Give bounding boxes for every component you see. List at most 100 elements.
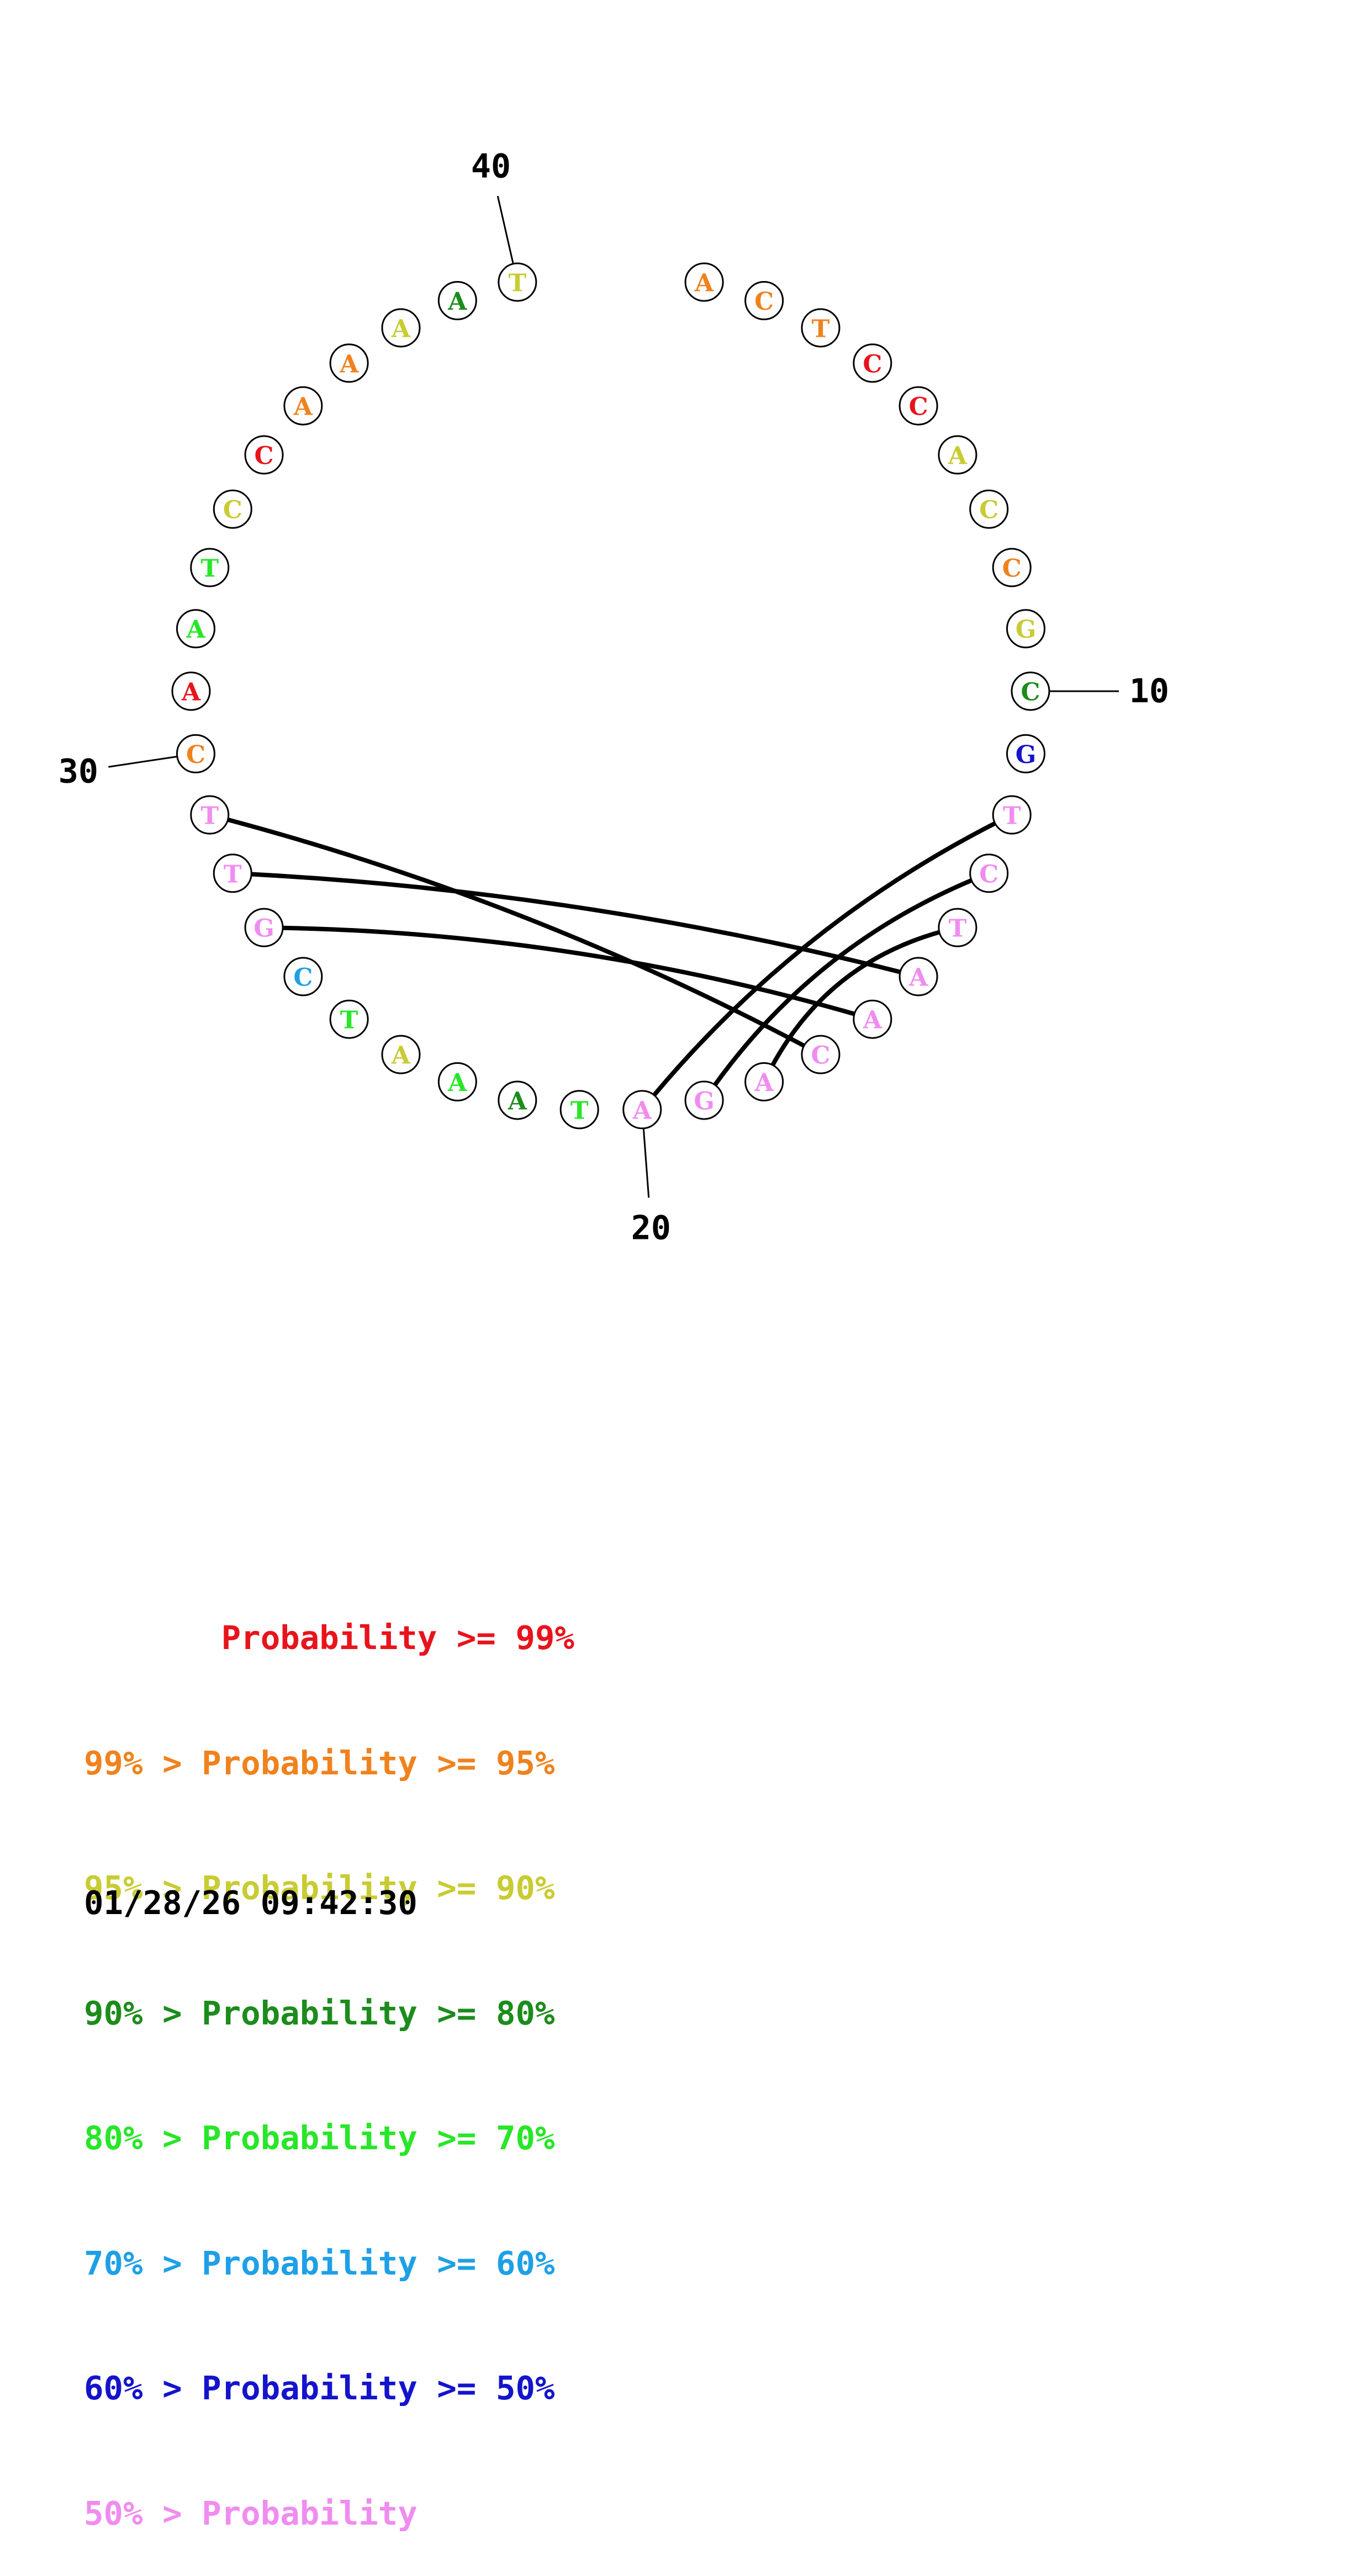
legend-line-p60: 70% > Probability >= 60% (84, 2244, 555, 2282)
base-letter-25: T (340, 1006, 358, 1035)
base-circle-12 (992, 795, 1032, 835)
base-node-20: A (622, 1090, 662, 1130)
base-letter-32: A (186, 616, 205, 644)
base-node-13: C (969, 854, 1009, 893)
legend-line-plow: 50% > Probability (84, 2494, 417, 2532)
base-circle-35 (244, 435, 284, 475)
base-circle-30 (176, 734, 215, 773)
base-node-38: A (381, 308, 421, 348)
base-node-15: A (898, 957, 938, 997)
base-circle-13 (969, 854, 1009, 893)
base-node-28: T (213, 854, 252, 893)
base-circle-7 (969, 489, 1009, 529)
base-circle-24 (381, 1035, 421, 1074)
base-node-26: C (283, 957, 323, 997)
base-circle-18 (744, 1062, 784, 1101)
pair-arc-14-18 (762, 925, 958, 1083)
base-node-17: C (801, 1035, 841, 1074)
base-node-24: A (381, 1035, 421, 1074)
base-node-40: T (498, 262, 537, 302)
base-circle-31 (171, 671, 211, 711)
legend-line-p70: 80% > Probability >= 70% (84, 2119, 555, 2157)
pair-arc-15-28 (232, 871, 919, 979)
base-circle-14 (938, 908, 977, 947)
base-letter-24: A (391, 1042, 411, 1070)
base-node-23: A (437, 1062, 477, 1101)
base-letter-29: T (200, 802, 219, 830)
base-node-39: A (437, 281, 477, 321)
timestamp: 01/28/26 09:42:30 (84, 1884, 417, 1922)
base-circle-4 (853, 343, 892, 383)
base-letter-18: A (754, 1069, 774, 1097)
base-node-33: T (190, 548, 230, 587)
tick-label-30: 30 (59, 752, 98, 791)
base-node-18: A (744, 1062, 784, 1101)
base-circle-28 (213, 854, 252, 893)
base-letter-23: A (447, 1069, 467, 1097)
base-node-5: C (898, 386, 938, 426)
base-letter-12: T (1003, 802, 1021, 830)
base-circle-8 (992, 548, 1032, 587)
base-circle-1 (684, 262, 724, 302)
base-circle-25 (329, 999, 369, 1039)
base-circle-15 (898, 957, 938, 997)
position-ticks: 10 20 30 40 (59, 147, 1169, 1247)
base-letter-20: A (632, 1096, 652, 1125)
legend-line-p80: 90% > Probability >= 80% (84, 1994, 555, 2032)
base-letter-34: C (223, 496, 242, 524)
base-node-3: T (801, 308, 841, 348)
base-circle-27 (244, 908, 284, 947)
base-letter-26: C (293, 963, 313, 992)
base-node-37: A (329, 343, 369, 383)
probability-legend: Probability >= 99% 99% > Probability >= … (84, 1534, 574, 2576)
base-node-14: T (938, 908, 977, 947)
base-circle-23 (437, 1062, 477, 1101)
base-node-31: A (171, 671, 211, 711)
base-circle-10 (1011, 671, 1050, 711)
base-node-32: A (176, 609, 215, 649)
tick-line-40 (496, 195, 514, 264)
base-circle-40 (498, 262, 537, 302)
base-node-1: A (684, 262, 724, 302)
base-circle-11 (1006, 734, 1046, 773)
base-circle-26 (283, 957, 323, 997)
base-circle-16 (853, 999, 892, 1039)
base-letter-35: C (255, 442, 274, 470)
pair-arc-16-27 (264, 925, 873, 1022)
base-node-27: G (244, 908, 284, 947)
legend-line-p50: 60% > Probability >= 50% (84, 2369, 555, 2407)
base-circle-17 (801, 1035, 841, 1074)
base-letter-30: C (186, 741, 205, 769)
base-letter-39: A (447, 288, 467, 316)
base-node-9: G (1006, 609, 1046, 649)
base-circle-20 (622, 1090, 662, 1130)
base-letter-9: G (1016, 616, 1037, 644)
base-letter-37: A (339, 350, 359, 378)
base-letter-1: A (694, 269, 714, 298)
tick-label-10: 10 (1129, 672, 1169, 711)
base-letter-38: A (391, 315, 411, 343)
base-node-29: T (190, 795, 230, 835)
base-circle-33 (190, 548, 230, 587)
base-letter-33: T (200, 554, 219, 582)
base-circle-5 (898, 386, 938, 426)
base-letter-21: T (570, 1096, 589, 1125)
base-pair-arcs (209, 813, 1013, 1111)
base-circle-39 (437, 281, 477, 321)
base-letter-22: A (508, 1087, 527, 1115)
base-node-6: A (938, 435, 977, 475)
base-node-36: A (283, 386, 323, 426)
base-node-4: C (853, 343, 892, 383)
base-letter-14: T (949, 915, 967, 943)
base-node-11: G (1006, 734, 1046, 773)
base-circle-34 (213, 489, 252, 529)
base-letter-40: T (509, 269, 527, 298)
legend-line-p95: 99% > Probability >= 95% (84, 1743, 555, 1782)
base-letter-11: G (1016, 741, 1037, 769)
base-node-10: C (1011, 671, 1050, 711)
tick-label-20: 20 (631, 1209, 671, 1247)
pair-arc-12-20 (640, 813, 1013, 1111)
legend-line-p90: 95% > Probability >= 90% (84, 1869, 555, 1907)
base-letter-2: C (754, 288, 774, 316)
base-circle-32 (176, 609, 215, 649)
